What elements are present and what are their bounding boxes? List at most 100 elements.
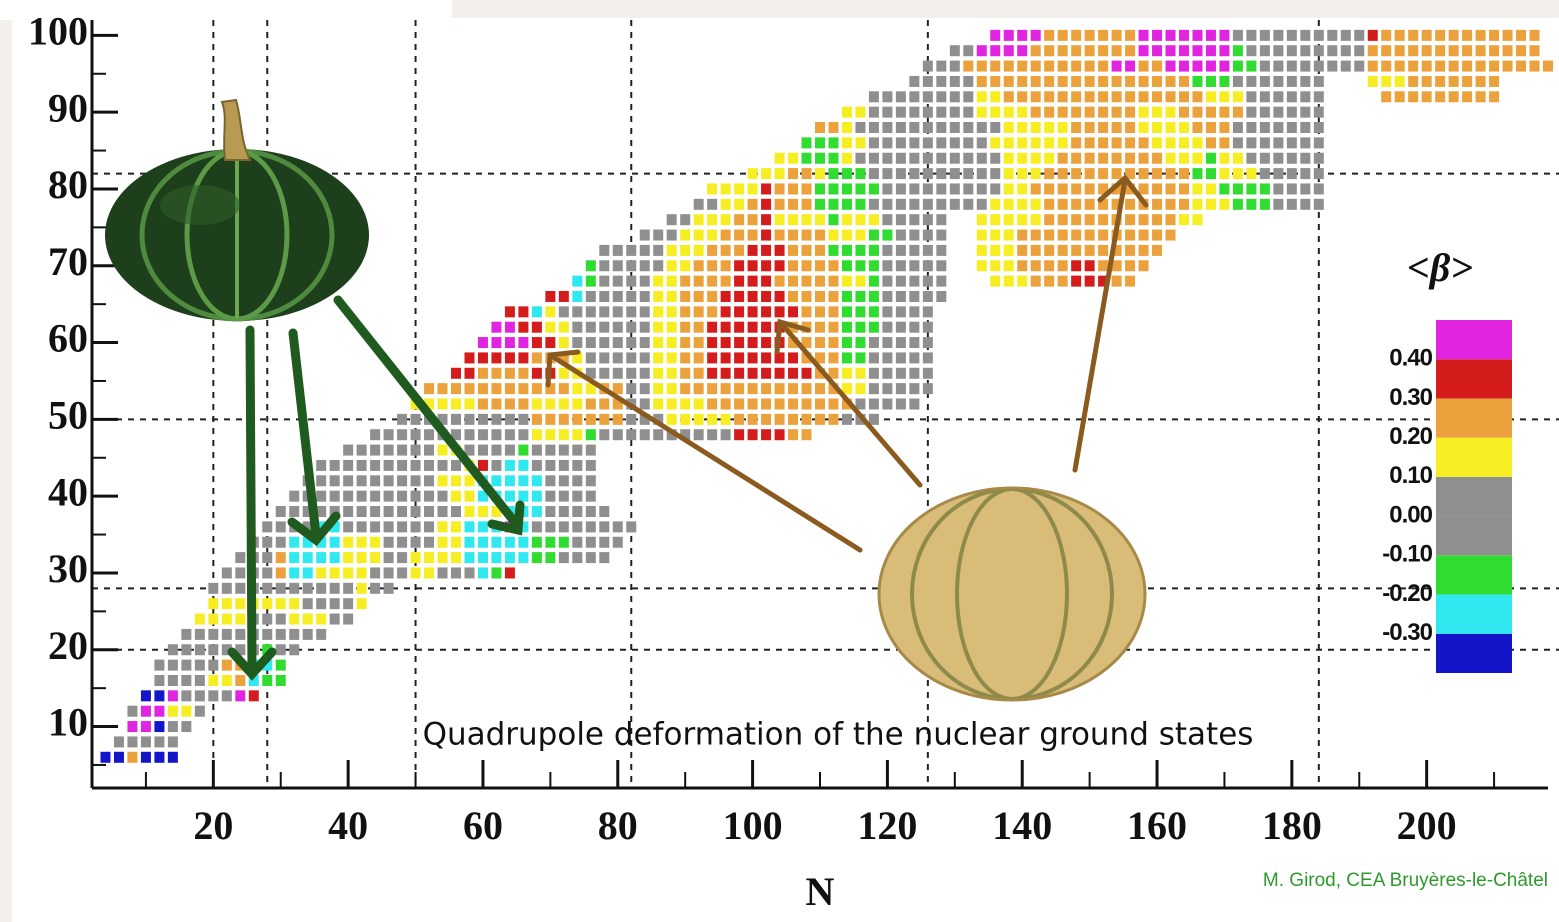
cell — [1246, 91, 1256, 102]
cell — [1219, 91, 1229, 102]
cell — [950, 76, 960, 87]
cell — [707, 276, 717, 287]
cell — [1476, 61, 1486, 72]
cell — [518, 352, 528, 363]
cell — [721, 429, 731, 440]
cell — [397, 506, 407, 517]
cell — [1058, 91, 1068, 102]
cell — [491, 399, 501, 410]
cell — [1004, 168, 1014, 179]
cell — [882, 337, 892, 348]
cell — [909, 291, 919, 302]
cell — [694, 230, 704, 241]
cell — [478, 521, 488, 532]
cell — [923, 306, 933, 317]
cell — [761, 291, 771, 302]
cell — [168, 675, 178, 686]
cell — [613, 414, 623, 425]
cell — [775, 260, 785, 271]
cell — [532, 399, 542, 410]
cell — [1192, 214, 1202, 225]
cell — [222, 675, 232, 686]
cell — [990, 107, 1000, 118]
cell — [1273, 45, 1283, 56]
cell — [963, 153, 973, 164]
cell — [1287, 168, 1297, 179]
cell — [1071, 45, 1081, 56]
cell — [1300, 153, 1310, 164]
cell — [1300, 45, 1310, 56]
cell — [748, 322, 758, 333]
cell — [451, 552, 461, 563]
cell — [1139, 137, 1149, 148]
cell — [694, 352, 704, 363]
cell — [734, 337, 744, 348]
cell — [1462, 91, 1472, 102]
cell — [1031, 30, 1041, 41]
cell — [518, 429, 528, 440]
cell — [640, 337, 650, 348]
cell — [559, 322, 569, 333]
cell — [1192, 122, 1202, 133]
cell — [1139, 91, 1149, 102]
cell — [1166, 76, 1176, 87]
cell — [1085, 214, 1095, 225]
cell — [1044, 276, 1054, 287]
cell — [397, 460, 407, 471]
cell — [680, 383, 690, 394]
cell — [855, 199, 865, 210]
cell — [1233, 153, 1243, 164]
cell — [370, 552, 380, 563]
x-tick-label: 200 — [1397, 803, 1457, 848]
cell — [532, 537, 542, 548]
cell — [828, 399, 838, 410]
cell — [667, 383, 677, 394]
cell — [896, 199, 906, 210]
cell — [438, 445, 448, 456]
cell — [667, 291, 677, 302]
cell — [343, 537, 353, 548]
cell — [1233, 199, 1243, 210]
cell — [1179, 168, 1189, 179]
cell — [1098, 61, 1108, 72]
cell — [1462, 61, 1472, 72]
cell — [235, 629, 245, 640]
cell — [478, 352, 488, 363]
cell — [532, 521, 542, 532]
cell — [1260, 168, 1270, 179]
cell — [1125, 137, 1135, 148]
cell — [653, 306, 663, 317]
cell — [1044, 153, 1054, 164]
cell — [896, 352, 906, 363]
cell — [1179, 214, 1189, 225]
cell — [694, 260, 704, 271]
cell — [1085, 276, 1095, 287]
cell — [1206, 61, 1216, 72]
cell — [1435, 45, 1445, 56]
cell — [1287, 183, 1297, 194]
cell — [1179, 183, 1189, 194]
cell — [586, 260, 596, 271]
cell — [1058, 199, 1068, 210]
cell — [1031, 168, 1041, 179]
cell — [1139, 214, 1149, 225]
cell — [1125, 230, 1135, 241]
cell — [384, 567, 394, 578]
cell — [1395, 30, 1405, 41]
cell — [505, 306, 515, 317]
y-tick-label: 50 — [48, 393, 88, 438]
cell — [1044, 183, 1054, 194]
cell — [1503, 45, 1513, 56]
cell — [235, 583, 245, 594]
cell — [1206, 107, 1216, 118]
cell — [775, 214, 785, 225]
cell — [761, 245, 771, 256]
cell — [936, 153, 946, 164]
cell — [896, 137, 906, 148]
cell — [1071, 183, 1081, 194]
cell — [464, 537, 474, 548]
cell — [532, 414, 542, 425]
cell — [950, 183, 960, 194]
cell — [1192, 137, 1202, 148]
cell — [936, 168, 946, 179]
